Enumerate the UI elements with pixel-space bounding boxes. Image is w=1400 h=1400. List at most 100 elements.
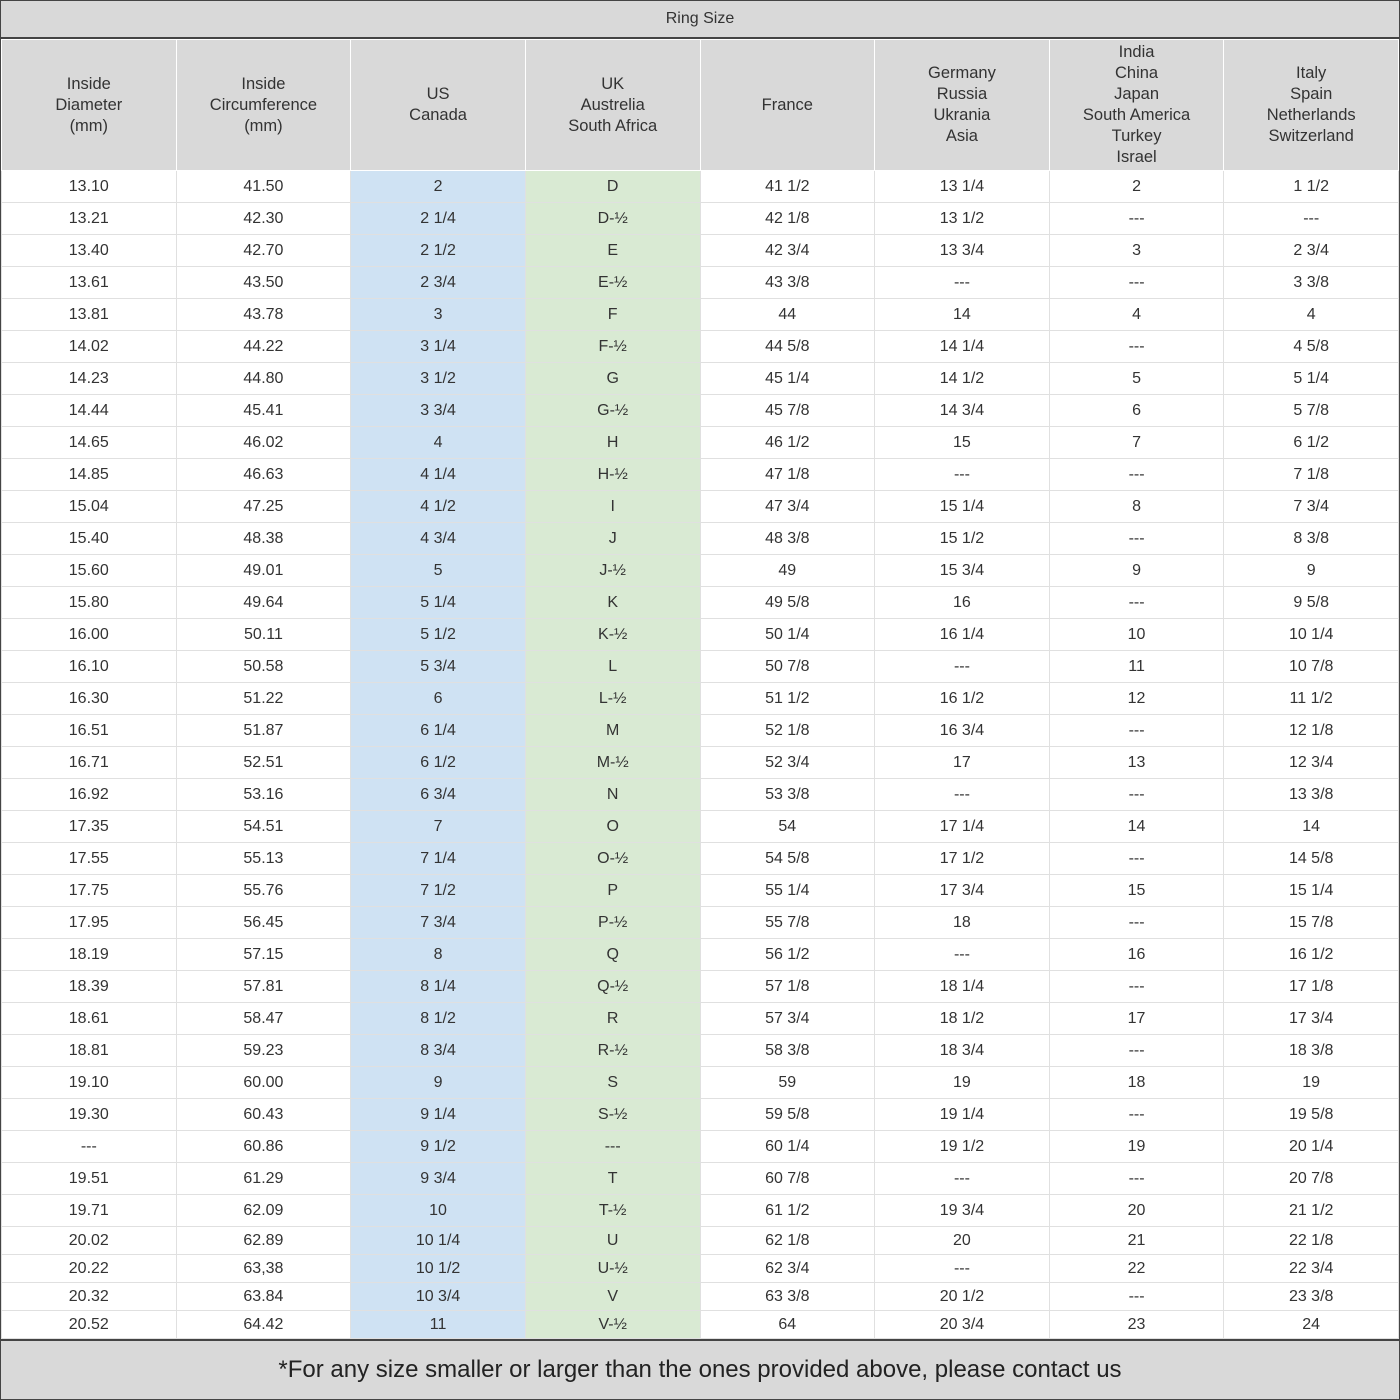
table-cell: 14 1/4	[874, 330, 1050, 363]
table-cell: ---	[1048, 202, 1225, 235]
table-cell: M-½	[524, 746, 701, 779]
table-cell: 13.21	[1, 202, 177, 235]
table-cell: R-½	[524, 1034, 701, 1067]
table-cell: 50.58	[175, 650, 352, 683]
table-cell: 22 3/4	[1223, 1254, 1399, 1283]
table-cell: 55 1/4	[699, 874, 876, 907]
table-cell: 5	[350, 554, 526, 587]
table-cell: 17.35	[1, 810, 177, 843]
table-cell: 52.51	[175, 746, 352, 779]
table-cell: ---	[1048, 1034, 1225, 1067]
table-cell: 60 7/8	[699, 1162, 876, 1195]
table-cell: H-½	[524, 458, 701, 491]
table-cell: 18.61	[1, 1002, 177, 1035]
table-cell: 62 3/4	[699, 1254, 876, 1283]
table-row: 17.75 55.76 7 1/2 P 55 1/4 17 3/4 15 15 1/4	[1, 874, 1399, 907]
table-cell: 15 1/2	[874, 522, 1050, 555]
column-header: US Canada	[350, 39, 526, 171]
table-cell: 23	[1048, 1310, 1225, 1339]
table-cell: 11	[350, 1310, 526, 1339]
table-row: 15.80 49.64 5 1/4 K 49 5/8 16 --- 9 5/8	[1, 586, 1399, 619]
table-cell: 16.30	[1, 682, 177, 715]
table-cell: 6	[1048, 394, 1225, 427]
table-cell: K	[524, 586, 701, 619]
table-cell: H	[524, 426, 701, 459]
table-cell: 19.30	[1, 1098, 177, 1131]
table-cell: 17 3/4	[874, 874, 1050, 907]
table-cell: ---	[1048, 1282, 1225, 1311]
table-cell: 16.71	[1, 746, 177, 779]
table-row: 18.61 58.47 8 1/2 R 57 3/4 18 1/2 17 17 3/4	[1, 1002, 1399, 1035]
table-cell: 9	[350, 1066, 526, 1099]
table-cell: 2 3/4	[1223, 234, 1399, 267]
table-cell: 55 7/8	[699, 906, 876, 939]
table-cell: 17 1/8	[1223, 970, 1399, 1003]
table-cell: 5 1/2	[350, 618, 526, 651]
table-cell: 13.81	[1, 298, 177, 331]
table-cell: N	[524, 778, 701, 811]
table-cell: ---	[1048, 778, 1225, 811]
table-cell: 63,38	[175, 1254, 352, 1283]
table-cell: ---	[874, 650, 1050, 683]
table-cell: 62.89	[175, 1226, 352, 1255]
table-cell: ---	[874, 778, 1050, 811]
table-cell: 9 1/2	[350, 1130, 526, 1163]
table-cell: 3	[1048, 234, 1225, 267]
table-cell: I	[524, 490, 701, 523]
table-cell: 14 1/2	[874, 362, 1050, 395]
table-cell: 60 1/4	[699, 1130, 876, 1163]
table-cell: 15 1/4	[874, 490, 1050, 523]
table-cell: 46 1/2	[699, 426, 876, 459]
table-cell: 10 7/8	[1223, 650, 1399, 683]
table-cell: 15.60	[1, 554, 177, 587]
table-cell: 3	[350, 298, 526, 331]
table-cell: 17.55	[1, 842, 177, 875]
table-cell: 45 7/8	[699, 394, 876, 427]
table-cell: 14.85	[1, 458, 177, 491]
table-cell: 59.23	[175, 1034, 352, 1067]
table-row: 20.22 63,38 10 1/2 U-½ 62 3/4 --- 22 22 3/4	[1, 1254, 1399, 1283]
table-cell: 15 3/4	[874, 554, 1050, 587]
table-cell: V	[524, 1282, 701, 1311]
table-cell: 18	[1048, 1066, 1225, 1099]
table-cell: U-½	[524, 1254, 701, 1283]
table-cell: T	[524, 1162, 701, 1195]
table-cell: 61.29	[175, 1162, 352, 1195]
table-cell: 60.00	[175, 1066, 352, 1099]
table-row: 15.40 48.38 4 3/4 J 48 3/8 15 1/2 --- 8 3/8	[1, 522, 1399, 555]
table-cell: 47.25	[175, 490, 352, 523]
table-cell: F	[524, 298, 701, 331]
footer-note: *For any size smaller or larger than the…	[1, 1339, 1399, 1399]
table-cell: 16 1/2	[874, 682, 1050, 715]
table-cell: 7 1/2	[350, 874, 526, 907]
table-cell: 24	[1223, 1310, 1399, 1339]
table-cell: ---	[1223, 202, 1399, 235]
column-header: Inside Diameter (mm)	[1, 39, 177, 171]
table-cell: 10	[350, 1194, 526, 1227]
table-cell: 16 1/4	[874, 618, 1050, 651]
column-header: France	[699, 39, 876, 171]
table-cell: 4 3/4	[350, 522, 526, 555]
table-cell: 20	[1048, 1194, 1225, 1227]
table-cell: 18.81	[1, 1034, 177, 1067]
table-cell: S-½	[524, 1098, 701, 1131]
table-cell: 4	[1048, 298, 1225, 331]
table-cell: ---	[1048, 266, 1225, 299]
table-cell: 45.41	[175, 394, 352, 427]
table-cell: 17	[1048, 1002, 1225, 1035]
table-cell: 45 1/4	[699, 362, 876, 395]
table-cell: 16.10	[1, 650, 177, 683]
table-cell: 9 3/4	[350, 1162, 526, 1195]
table-cell: 14.02	[1, 330, 177, 363]
table-cell: 60.86	[175, 1130, 352, 1163]
table-cell: 5 1/4	[1223, 362, 1399, 395]
table-cell: 56 1/2	[699, 938, 876, 971]
table-cell: O-½	[524, 842, 701, 875]
table-cell: 7 3/4	[1223, 490, 1399, 523]
table-cell: 53 3/8	[699, 778, 876, 811]
table-cell: ---	[1048, 586, 1225, 619]
table-row: 13.81 43.78 3 F 44 14 4 4	[1, 298, 1399, 331]
column-header: UK Austrelia South Africa	[524, 39, 701, 171]
table-cell: 8	[350, 938, 526, 971]
